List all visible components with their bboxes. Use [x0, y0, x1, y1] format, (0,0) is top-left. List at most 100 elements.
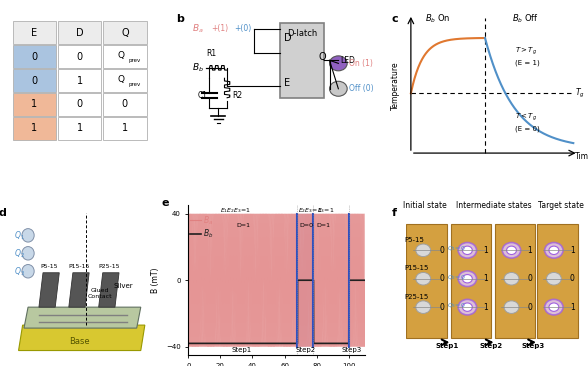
Text: 0: 0: [527, 274, 533, 283]
Bar: [103, 117, 146, 139]
FancyBboxPatch shape: [495, 224, 535, 338]
Circle shape: [462, 274, 472, 283]
Y-axis label: B (mT): B (mT): [151, 268, 161, 293]
Text: LED: LED: [340, 56, 355, 65]
Circle shape: [546, 272, 562, 285]
Text: P5-15: P5-15: [41, 264, 58, 269]
Text: Step3: Step3: [522, 343, 545, 348]
Text: 0: 0: [439, 274, 444, 283]
Text: $Q_3$: $Q_3$: [15, 265, 25, 277]
Text: Temperature: Temperature: [390, 61, 399, 110]
Text: P15-15: P15-15: [405, 265, 429, 271]
Circle shape: [22, 247, 34, 260]
Text: prev: prev: [129, 58, 141, 63]
Circle shape: [416, 244, 430, 257]
Bar: [103, 22, 146, 44]
Text: Glued
Contact: Glued Contact: [88, 288, 112, 299]
Text: E: E: [31, 28, 38, 38]
Bar: [13, 45, 56, 68]
Text: $E_1$$E_2$$E_3$=1: $E_1$$E_2$$E_3$=1: [220, 206, 252, 215]
Bar: [58, 93, 101, 116]
Circle shape: [506, 246, 516, 254]
Text: 1: 1: [76, 75, 83, 86]
Text: 1: 1: [527, 246, 532, 255]
Bar: [58, 117, 101, 139]
Text: f: f: [392, 208, 396, 219]
Text: Step2: Step2: [480, 343, 503, 348]
Text: Q: Q: [118, 75, 125, 83]
Text: Intermediate states: Intermediate states: [456, 201, 532, 210]
Polygon shape: [19, 325, 145, 351]
Text: Q: Q: [121, 28, 129, 38]
Text: D: D: [283, 33, 291, 43]
Text: $B_b$ Off: $B_b$ Off: [512, 12, 539, 25]
Text: c: c: [392, 14, 398, 24]
Text: Step3: Step3: [342, 347, 362, 353]
Circle shape: [22, 265, 34, 278]
Bar: [103, 69, 146, 92]
Bar: [58, 69, 101, 92]
Text: 1: 1: [76, 123, 83, 133]
Text: +(1): +(1): [211, 25, 228, 33]
Circle shape: [502, 243, 521, 258]
Text: E: E: [283, 78, 290, 88]
Text: Target state: Target state: [538, 201, 584, 210]
Text: prev: prev: [129, 82, 141, 87]
Text: b: b: [176, 14, 184, 24]
Polygon shape: [69, 273, 89, 307]
Text: $Q_1$=0: $Q_1$=0: [447, 244, 466, 253]
Circle shape: [544, 243, 563, 258]
Text: $T > T_g$: $T > T_g$: [515, 45, 537, 57]
Text: 0: 0: [122, 100, 128, 109]
Text: P15-15: P15-15: [68, 264, 89, 269]
Text: On (1): On (1): [349, 59, 373, 68]
Text: 0: 0: [31, 75, 38, 86]
Text: 0: 0: [439, 303, 444, 312]
Text: 0: 0: [527, 303, 533, 312]
Circle shape: [462, 303, 472, 311]
Circle shape: [549, 303, 559, 311]
Text: $Q_2$: $Q_2$: [15, 247, 25, 259]
FancyBboxPatch shape: [450, 224, 491, 338]
Text: R2: R2: [232, 91, 243, 100]
Text: $B_a$: $B_a$: [192, 23, 203, 35]
Circle shape: [329, 56, 347, 71]
Polygon shape: [99, 273, 119, 307]
Text: $Q_2$=0: $Q_2$=0: [447, 273, 466, 282]
Text: D: D: [76, 28, 83, 38]
Circle shape: [544, 299, 563, 315]
Polygon shape: [24, 307, 141, 328]
Text: $E_2$$E_3$=1: $E_2$$E_3$=1: [298, 206, 323, 215]
Circle shape: [458, 299, 476, 315]
Text: P5-15: P5-15: [405, 237, 425, 243]
Text: Off (0): Off (0): [349, 84, 373, 93]
FancyBboxPatch shape: [537, 224, 577, 338]
Bar: [103, 93, 146, 116]
Text: 0: 0: [31, 52, 38, 61]
Text: 1: 1: [483, 274, 488, 283]
Text: $Q_1$: $Q_1$: [15, 229, 25, 242]
Bar: [13, 22, 56, 44]
Text: Step2: Step2: [295, 347, 316, 353]
Text: Time: Time: [575, 152, 588, 161]
Text: $B_b$: $B_b$: [203, 227, 213, 240]
Text: 0: 0: [439, 246, 444, 255]
Text: $B_a$: $B_a$: [203, 214, 213, 227]
Bar: [13, 69, 56, 92]
Text: 1: 1: [570, 303, 575, 312]
Circle shape: [549, 246, 559, 254]
Circle shape: [458, 271, 476, 287]
Circle shape: [22, 229, 34, 242]
Text: Initial state: Initial state: [403, 201, 447, 210]
Text: P25-15: P25-15: [405, 294, 429, 300]
Text: D-latch: D-latch: [287, 29, 318, 38]
Text: R1: R1: [206, 49, 216, 58]
Text: C1: C1: [197, 91, 207, 100]
Bar: [13, 93, 56, 116]
Circle shape: [462, 246, 472, 254]
Circle shape: [458, 243, 476, 258]
Circle shape: [416, 301, 430, 313]
Text: d: d: [0, 208, 6, 219]
Text: D=0: D=0: [299, 223, 313, 228]
Text: Q: Q: [118, 51, 125, 60]
